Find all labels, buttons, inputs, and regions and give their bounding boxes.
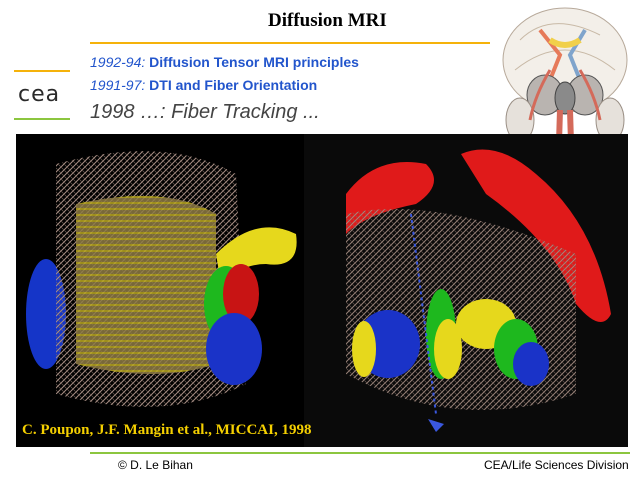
bullet-2-year: 1991-97: [90,77,146,93]
logo-bottom-line [14,118,70,120]
fiber-tracking-figure [16,134,628,447]
footer-copyright: © D. Le Bihan [118,458,193,472]
footer-divider [90,452,630,454]
bullet-2: 1991-97: DTI and Fiber Orientation [90,77,317,93]
bullet-1-year: 1992-94: [90,54,146,70]
slide-title: Diffusion MRI [268,10,387,31]
brain-illustration [490,0,640,186]
figure-caption: C. Poupon, J.F. Mangin et al., MICCAI, 1… [22,422,312,438]
cea-logo: cea [18,82,61,107]
bullet-1-text: Diffusion Tensor MRI principles [149,54,359,70]
title-divider [90,42,490,44]
bullet-1: 1992-94: Diffusion Tensor MRI principles [90,54,359,70]
logo-top-line [14,70,70,72]
subtitle: 1998 …: Fiber Tracking ... [90,101,320,123]
bullet-2-text: DTI and Fiber Orientation [149,77,318,93]
footer-division: CEA/Life Sciences Division [484,458,629,472]
fiber-rendering [26,134,628,447]
